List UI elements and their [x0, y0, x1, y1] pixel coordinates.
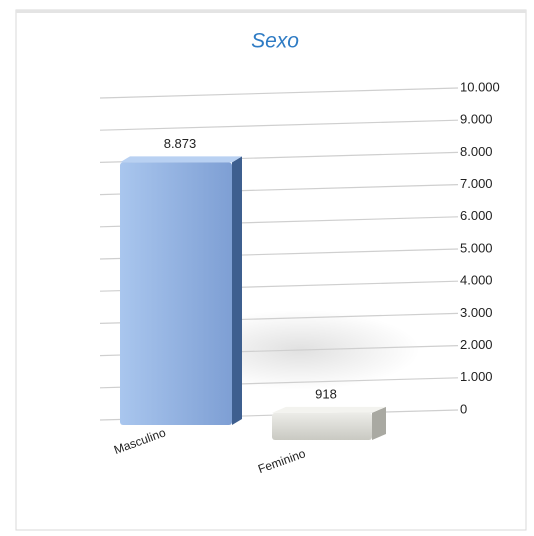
- bar: [272, 412, 372, 440]
- value-label: 918: [315, 386, 337, 401]
- y-tick-label: 3.000: [460, 305, 493, 320]
- bar: [120, 162, 232, 426]
- y-tick-label: 1.000: [460, 369, 493, 384]
- panel: [15, 9, 527, 531]
- bar-top: [272, 406, 386, 413]
- y-tick-label: 7.000: [460, 176, 493, 191]
- bar-side: [232, 156, 242, 426]
- y-tick-label: 2.000: [460, 337, 493, 352]
- bar-side: [372, 406, 386, 440]
- y-tick-label: 0: [460, 401, 467, 416]
- y-tick-label: 4.000: [460, 273, 493, 288]
- panel-edge: [16, 10, 526, 13]
- y-tick-label: 9.000: [460, 112, 493, 127]
- grid-line: [99, 87, 459, 99]
- y-tick-label: 5.000: [460, 240, 493, 255]
- bar-top: [120, 156, 242, 163]
- y-tick-label: 10.000: [460, 79, 500, 94]
- value-label: 8.873: [164, 136, 197, 151]
- y-tick-label: 8.000: [460, 144, 493, 159]
- chart-title: Sexo: [251, 30, 299, 53]
- y-tick-label: 6.000: [460, 208, 493, 223]
- grid-line: [99, 119, 459, 131]
